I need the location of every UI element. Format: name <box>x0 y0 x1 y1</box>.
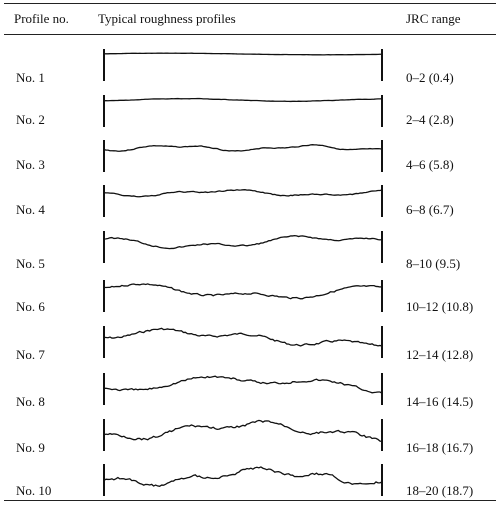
jrc-value: 12–14 (12.8) <box>406 347 474 362</box>
profile-number: No. 6 <box>16 299 45 314</box>
header-profiles: Typical roughness profiles <box>98 11 236 26</box>
roughness-profile <box>103 326 383 358</box>
profile-line <box>103 466 383 488</box>
roughness-profile <box>103 49 383 81</box>
roughness-profile <box>103 185 383 217</box>
roughness-profile <box>103 419 383 451</box>
jrc-value: 14–16 (14.5) <box>406 394 474 409</box>
jrc-value: 10–12 (10.8) <box>406 299 474 314</box>
jrc-value: 4–6 (5.8) <box>406 157 454 172</box>
profile-line <box>103 419 383 442</box>
profile-line <box>103 375 383 394</box>
profile-number: No. 3 <box>16 157 45 172</box>
profile-line <box>103 283 383 300</box>
jrc-value: 16–18 (16.7) <box>406 440 474 455</box>
jrc-value: 2–4 (2.8) <box>406 112 454 127</box>
profile-line <box>103 97 383 103</box>
jrc-value: 8–10 (9.5) <box>406 256 461 271</box>
profile-line <box>103 234 383 250</box>
profile-line <box>103 189 383 198</box>
profile-number: No. 9 <box>16 440 45 455</box>
profile-number: No. 8 <box>16 394 45 409</box>
roughness-profile <box>103 140 383 172</box>
roughness-profile <box>103 280 383 312</box>
roughness-profile <box>103 464 383 496</box>
profile-line <box>103 327 383 347</box>
jrc-value: 18–20 (18.7) <box>406 483 474 498</box>
profile-number: No. 5 <box>16 256 45 271</box>
profile-number: No. 10 <box>16 483 52 498</box>
jrc-value: 0–2 (0.4) <box>406 70 454 85</box>
header-jrc-range: JRC range <box>406 11 461 26</box>
profile-number: No. 2 <box>16 112 45 127</box>
profile-number: No. 1 <box>16 70 45 85</box>
header-profile-no: Profile no. <box>14 11 69 26</box>
jrc-value: 6–8 (6.7) <box>406 202 454 217</box>
table-bottom-rule <box>4 500 496 501</box>
profile-number: No. 4 <box>16 202 45 217</box>
profile-line <box>103 144 383 152</box>
roughness-profile <box>103 231 383 263</box>
roughness-profile <box>103 373 383 405</box>
table-header-rule <box>4 34 496 35</box>
profile-number: No. 7 <box>16 347 45 362</box>
roughness-profile <box>103 95 383 127</box>
table-top-rule <box>4 3 496 4</box>
profile-line <box>103 52 383 56</box>
